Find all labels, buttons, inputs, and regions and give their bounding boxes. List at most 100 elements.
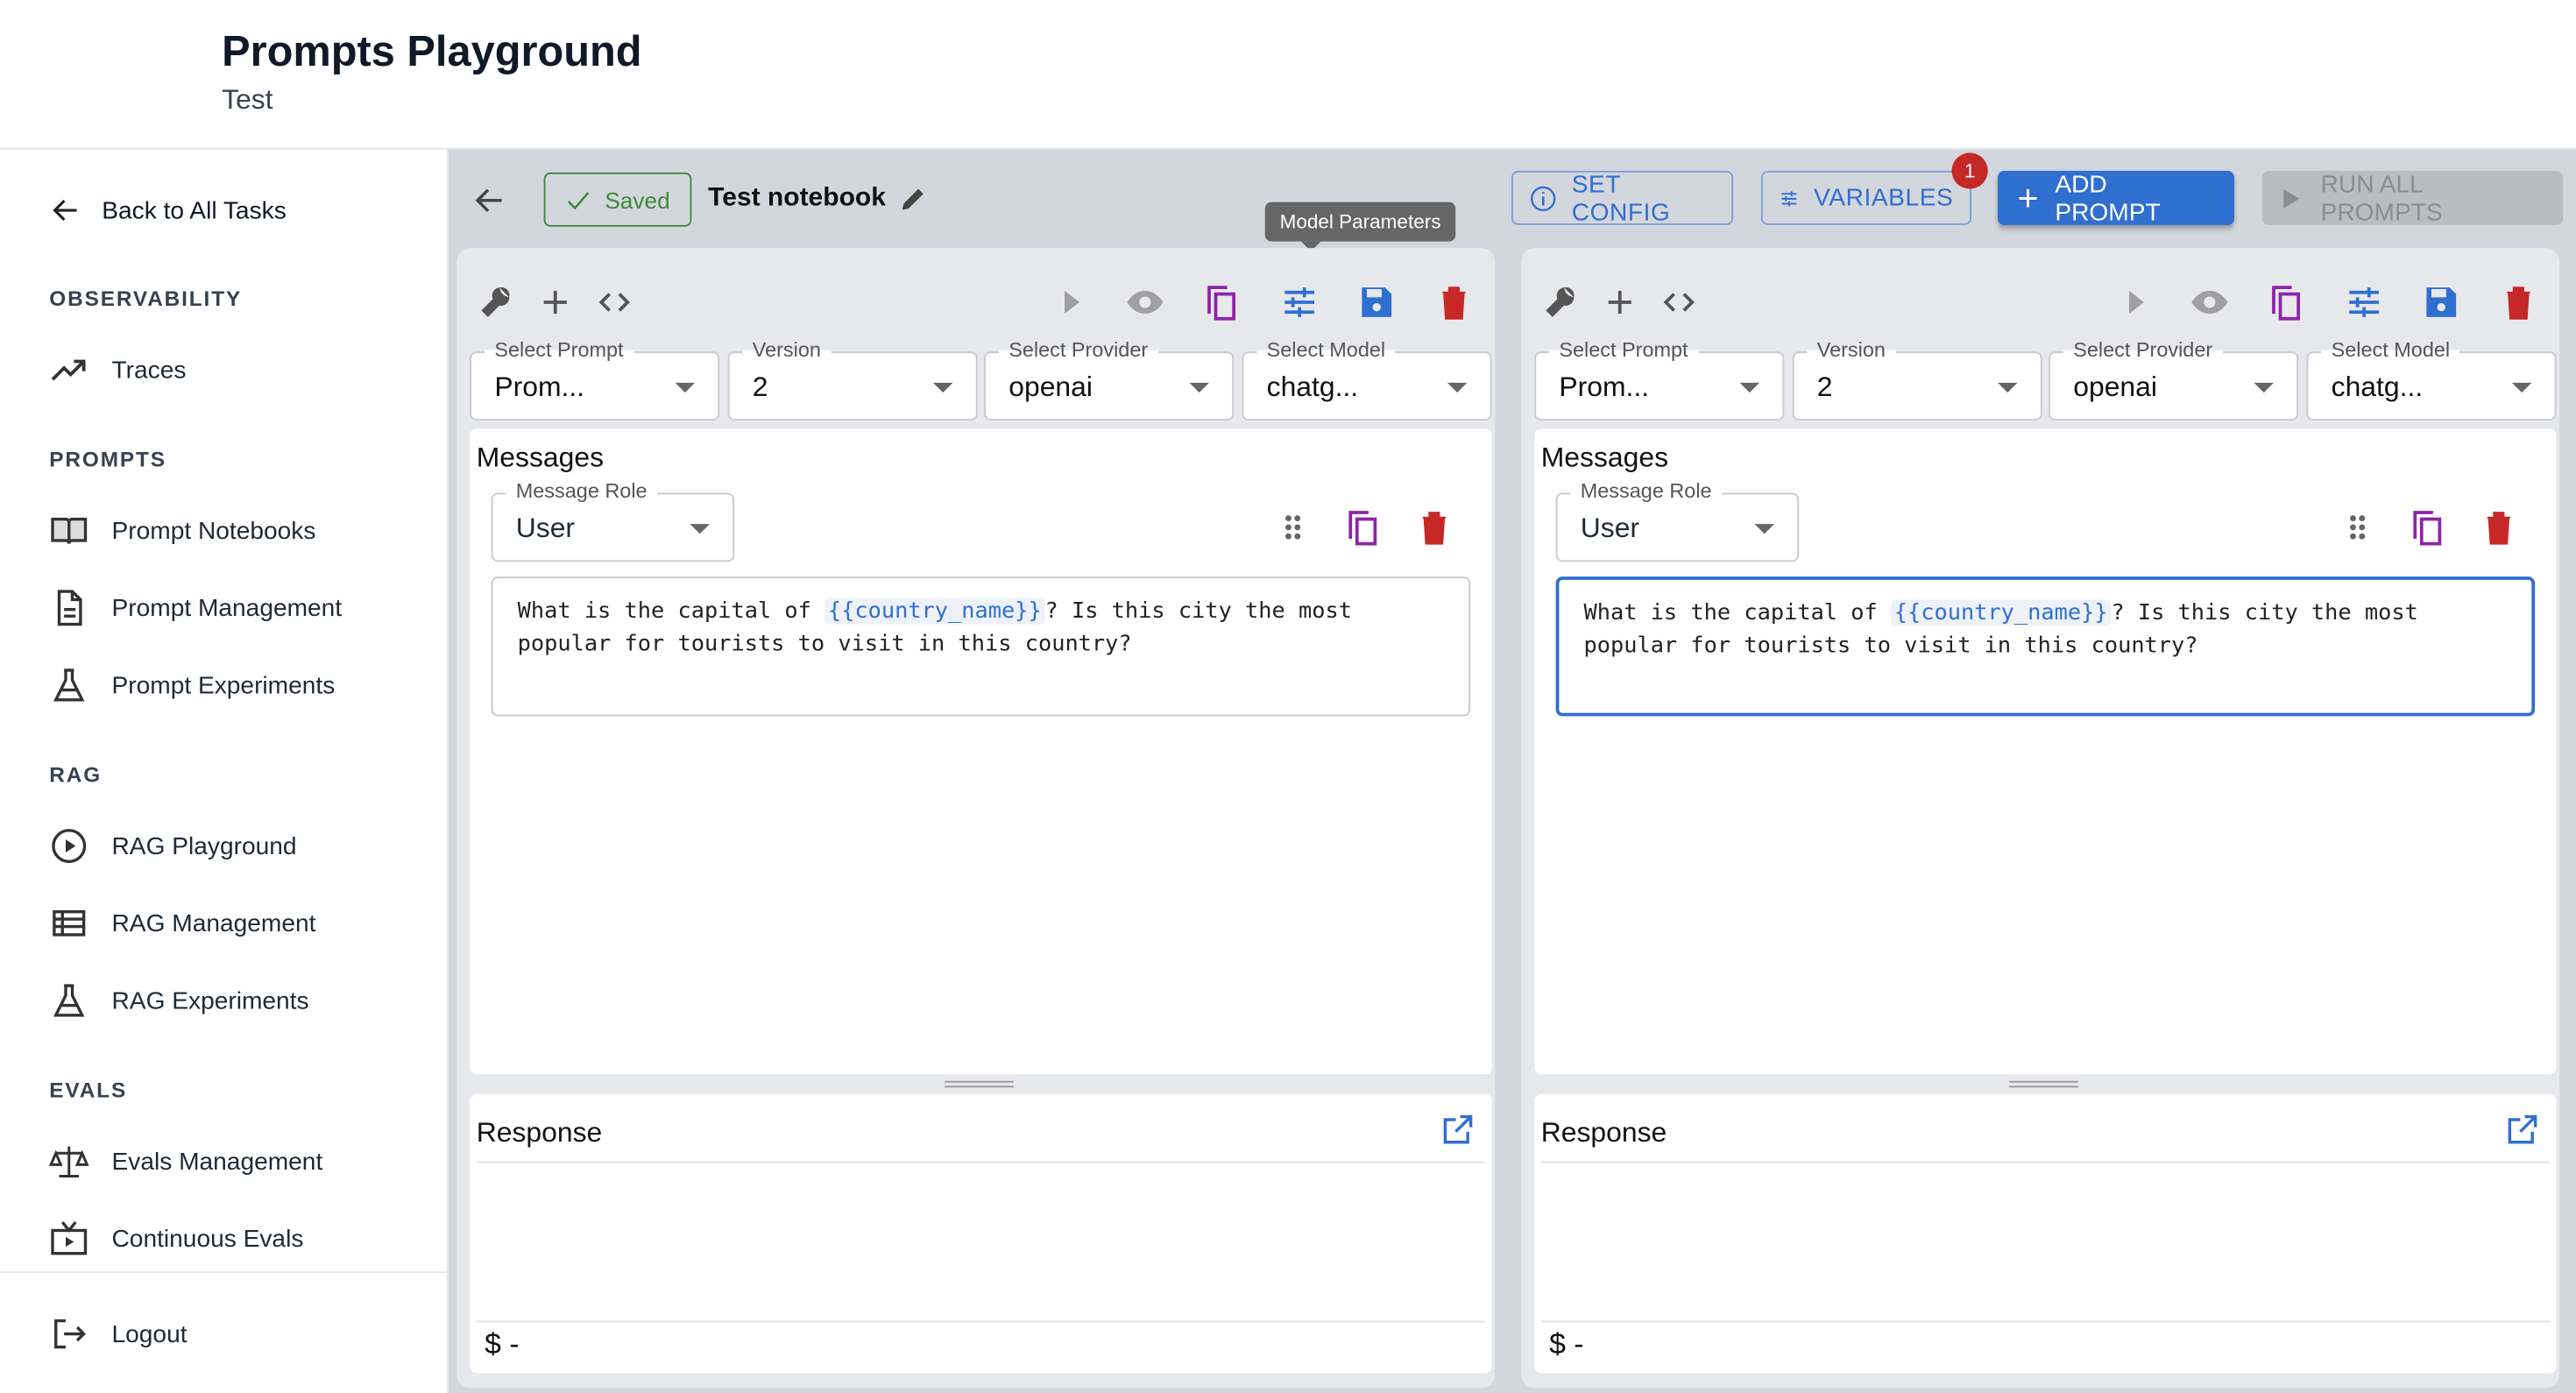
select-model-dropdown[interactable]: Select Model chatg... <box>1242 338 1492 421</box>
section-rag: RAG <box>49 762 103 788</box>
scale-balance-icon <box>49 1146 89 1177</box>
wrench-icon[interactable] <box>477 283 516 322</box>
set-config-label: SET CONFIG <box>1571 170 1671 226</box>
code-icon[interactable] <box>1660 283 1699 322</box>
tune-icon[interactable] <box>2345 283 2384 322</box>
drag-handle-icon[interactable] <box>2339 509 2375 545</box>
caret-down-icon <box>1998 382 2018 393</box>
response-divider <box>1540 1161 2550 1163</box>
message-role-dropdown[interactable]: Message Role User <box>1555 479 1800 562</box>
response-section: Response $ - <box>1534 1093 2557 1374</box>
variables-button[interactable]: VARIABLES <box>1761 171 1971 225</box>
sidebar-item-prompt-notebooks[interactable]: Prompt Notebooks <box>49 511 315 550</box>
sidebar-item-rag-management[interactable]: RAG Management <box>49 903 315 943</box>
add-prompt-button[interactable]: + ADD PROMPT <box>1998 170 2234 226</box>
response-title: Response <box>1540 1117 1667 1149</box>
message-role-value: User <box>515 513 576 544</box>
logout-icon <box>54 1319 87 1349</box>
sidebar-item-label: Evals Management <box>111 1147 323 1176</box>
copy-message-icon[interactable] <box>1344 507 1384 547</box>
select-provider-dropdown[interactable]: Select Provider openai <box>984 338 1235 421</box>
play-icon[interactable] <box>1051 283 1091 322</box>
pencil-icon[interactable] <box>899 184 929 214</box>
tune-icon[interactable] <box>1280 283 1320 322</box>
sidebar-item-label: Prompt Notebooks <box>111 516 316 545</box>
message-content-input[interactable]: What is the capital of {{country_name}}?… <box>491 576 1471 717</box>
message-content-input[interactable]: What is the capital of {{country_name}}?… <box>1555 576 2536 717</box>
sidebar-item-evals-management[interactable]: Evals Management <box>49 1142 322 1181</box>
response-title: Response <box>476 1117 603 1149</box>
plus-icon[interactable] <box>1600 283 1639 322</box>
eye-icon[interactable] <box>2190 283 2229 322</box>
drag-handle-icon[interactable] <box>1275 509 1311 545</box>
plus-icon[interactable] <box>535 283 575 322</box>
model-parameters-tooltip: Model Parameters <box>1264 202 1456 251</box>
back-arrow-icon[interactable] <box>471 182 507 218</box>
save-icon[interactable] <box>1357 283 1397 322</box>
sidebar-item-prompt-management[interactable]: Prompt Management <box>49 588 342 627</box>
info-icon <box>1531 185 1556 211</box>
provider-label: Select Provider <box>2063 338 2223 362</box>
sidebar-item-traces[interactable]: Traces <box>49 350 186 389</box>
sidebar-item-rag-experiments[interactable]: RAG Experiments <box>49 980 309 1020</box>
message-text: What is the capital of <box>1583 599 1892 626</box>
resize-handle[interactable] <box>2009 1080 2078 1088</box>
set-config-button[interactable]: SET CONFIG <box>1511 170 1734 226</box>
messages-title: Messages <box>476 442 605 473</box>
model-value: chatg... <box>2331 371 2424 403</box>
page-header: Prompts Playground Test <box>0 0 2576 150</box>
section-evals: EVALS <box>49 1078 128 1103</box>
delete-icon[interactable] <box>1434 283 1474 322</box>
delete-icon[interactable] <box>2499 283 2538 322</box>
version-dropdown[interactable]: Version 2 <box>727 338 978 421</box>
caret-down-icon <box>933 382 953 393</box>
message-role-dropdown[interactable]: Message Role User <box>491 479 735 562</box>
logout-button[interactable]: Logout <box>49 1314 188 1354</box>
section-observability: OBSERVABILITY <box>49 286 243 311</box>
sidebar-item-label: RAG Playground <box>111 831 297 860</box>
open-external-icon[interactable] <box>2504 1112 2540 1148</box>
run-all-prompts-button[interactable]: RUN ALL PROMPTS <box>2261 170 2563 226</box>
open-external-icon[interactable] <box>1440 1112 1476 1148</box>
copy-message-icon[interactable] <box>2409 507 2448 547</box>
eye-icon[interactable] <box>1125 283 1164 322</box>
variables-count-badge: 1 <box>1951 152 1988 189</box>
wrench-icon[interactable] <box>1541 283 1581 322</box>
caret-down-icon <box>1189 382 1209 393</box>
arrow-left-icon <box>53 199 77 222</box>
save-icon[interactable] <box>2422 283 2461 322</box>
delete-message-icon[interactable] <box>2479 507 2518 547</box>
model-value: chatg... <box>1266 371 1359 403</box>
version-label: Version <box>742 338 832 362</box>
select-prompt-dropdown[interactable]: Select Prompt Prom... <box>470 338 720 421</box>
sidebar-item-prompt-experiments[interactable]: Prompt Experiments <box>49 665 335 704</box>
caret-down-icon <box>1739 382 1760 393</box>
select-prompt-value: Prom... <box>494 371 585 403</box>
response-cost: $ - <box>1549 1327 1584 1361</box>
select-model-dropdown[interactable]: Select Model chatg... <box>2306 338 2557 421</box>
copy-icon[interactable] <box>1203 283 1242 322</box>
sidebar-item-continuous-evals[interactable]: Continuous Evals <box>49 1219 303 1258</box>
message-role-value: User <box>1580 513 1640 544</box>
copy-icon[interactable] <box>2268 283 2307 322</box>
select-prompt-label: Select Prompt <box>485 338 633 362</box>
messages-section: Messages Message Role User What is the c… <box>470 428 1492 1075</box>
sidebar-item-rag-playground[interactable]: RAG Playground <box>49 826 297 866</box>
play-icon[interactable] <box>2116 283 2155 322</box>
sidebar-divider <box>0 1271 447 1274</box>
message-variable: {{country_name}} <box>824 598 1045 625</box>
resize-handle[interactable] <box>945 1080 1014 1088</box>
back-to-all-tasks-link[interactable]: Back to All Tasks <box>49 194 287 227</box>
saved-status-button[interactable]: Saved <box>543 172 692 227</box>
message-text: ? Is this city the most popular for tour… <box>1583 599 2418 659</box>
response-cost: $ - <box>485 1327 520 1361</box>
message-variable: {{country_name}} <box>1891 599 2112 626</box>
version-dropdown[interactable]: Version 2 <box>1792 338 2042 421</box>
message-text: ? Is this city the most popular for tour… <box>517 598 1352 658</box>
plus-icon: + <box>2017 176 2039 218</box>
code-icon[interactable] <box>595 283 634 322</box>
provider-value: openai <box>2073 371 2157 403</box>
select-prompt-dropdown[interactable]: Select Prompt Prom... <box>1534 338 1785 421</box>
select-provider-dropdown[interactable]: Select Provider openai <box>2049 338 2299 421</box>
delete-message-icon[interactable] <box>1414 507 1454 547</box>
